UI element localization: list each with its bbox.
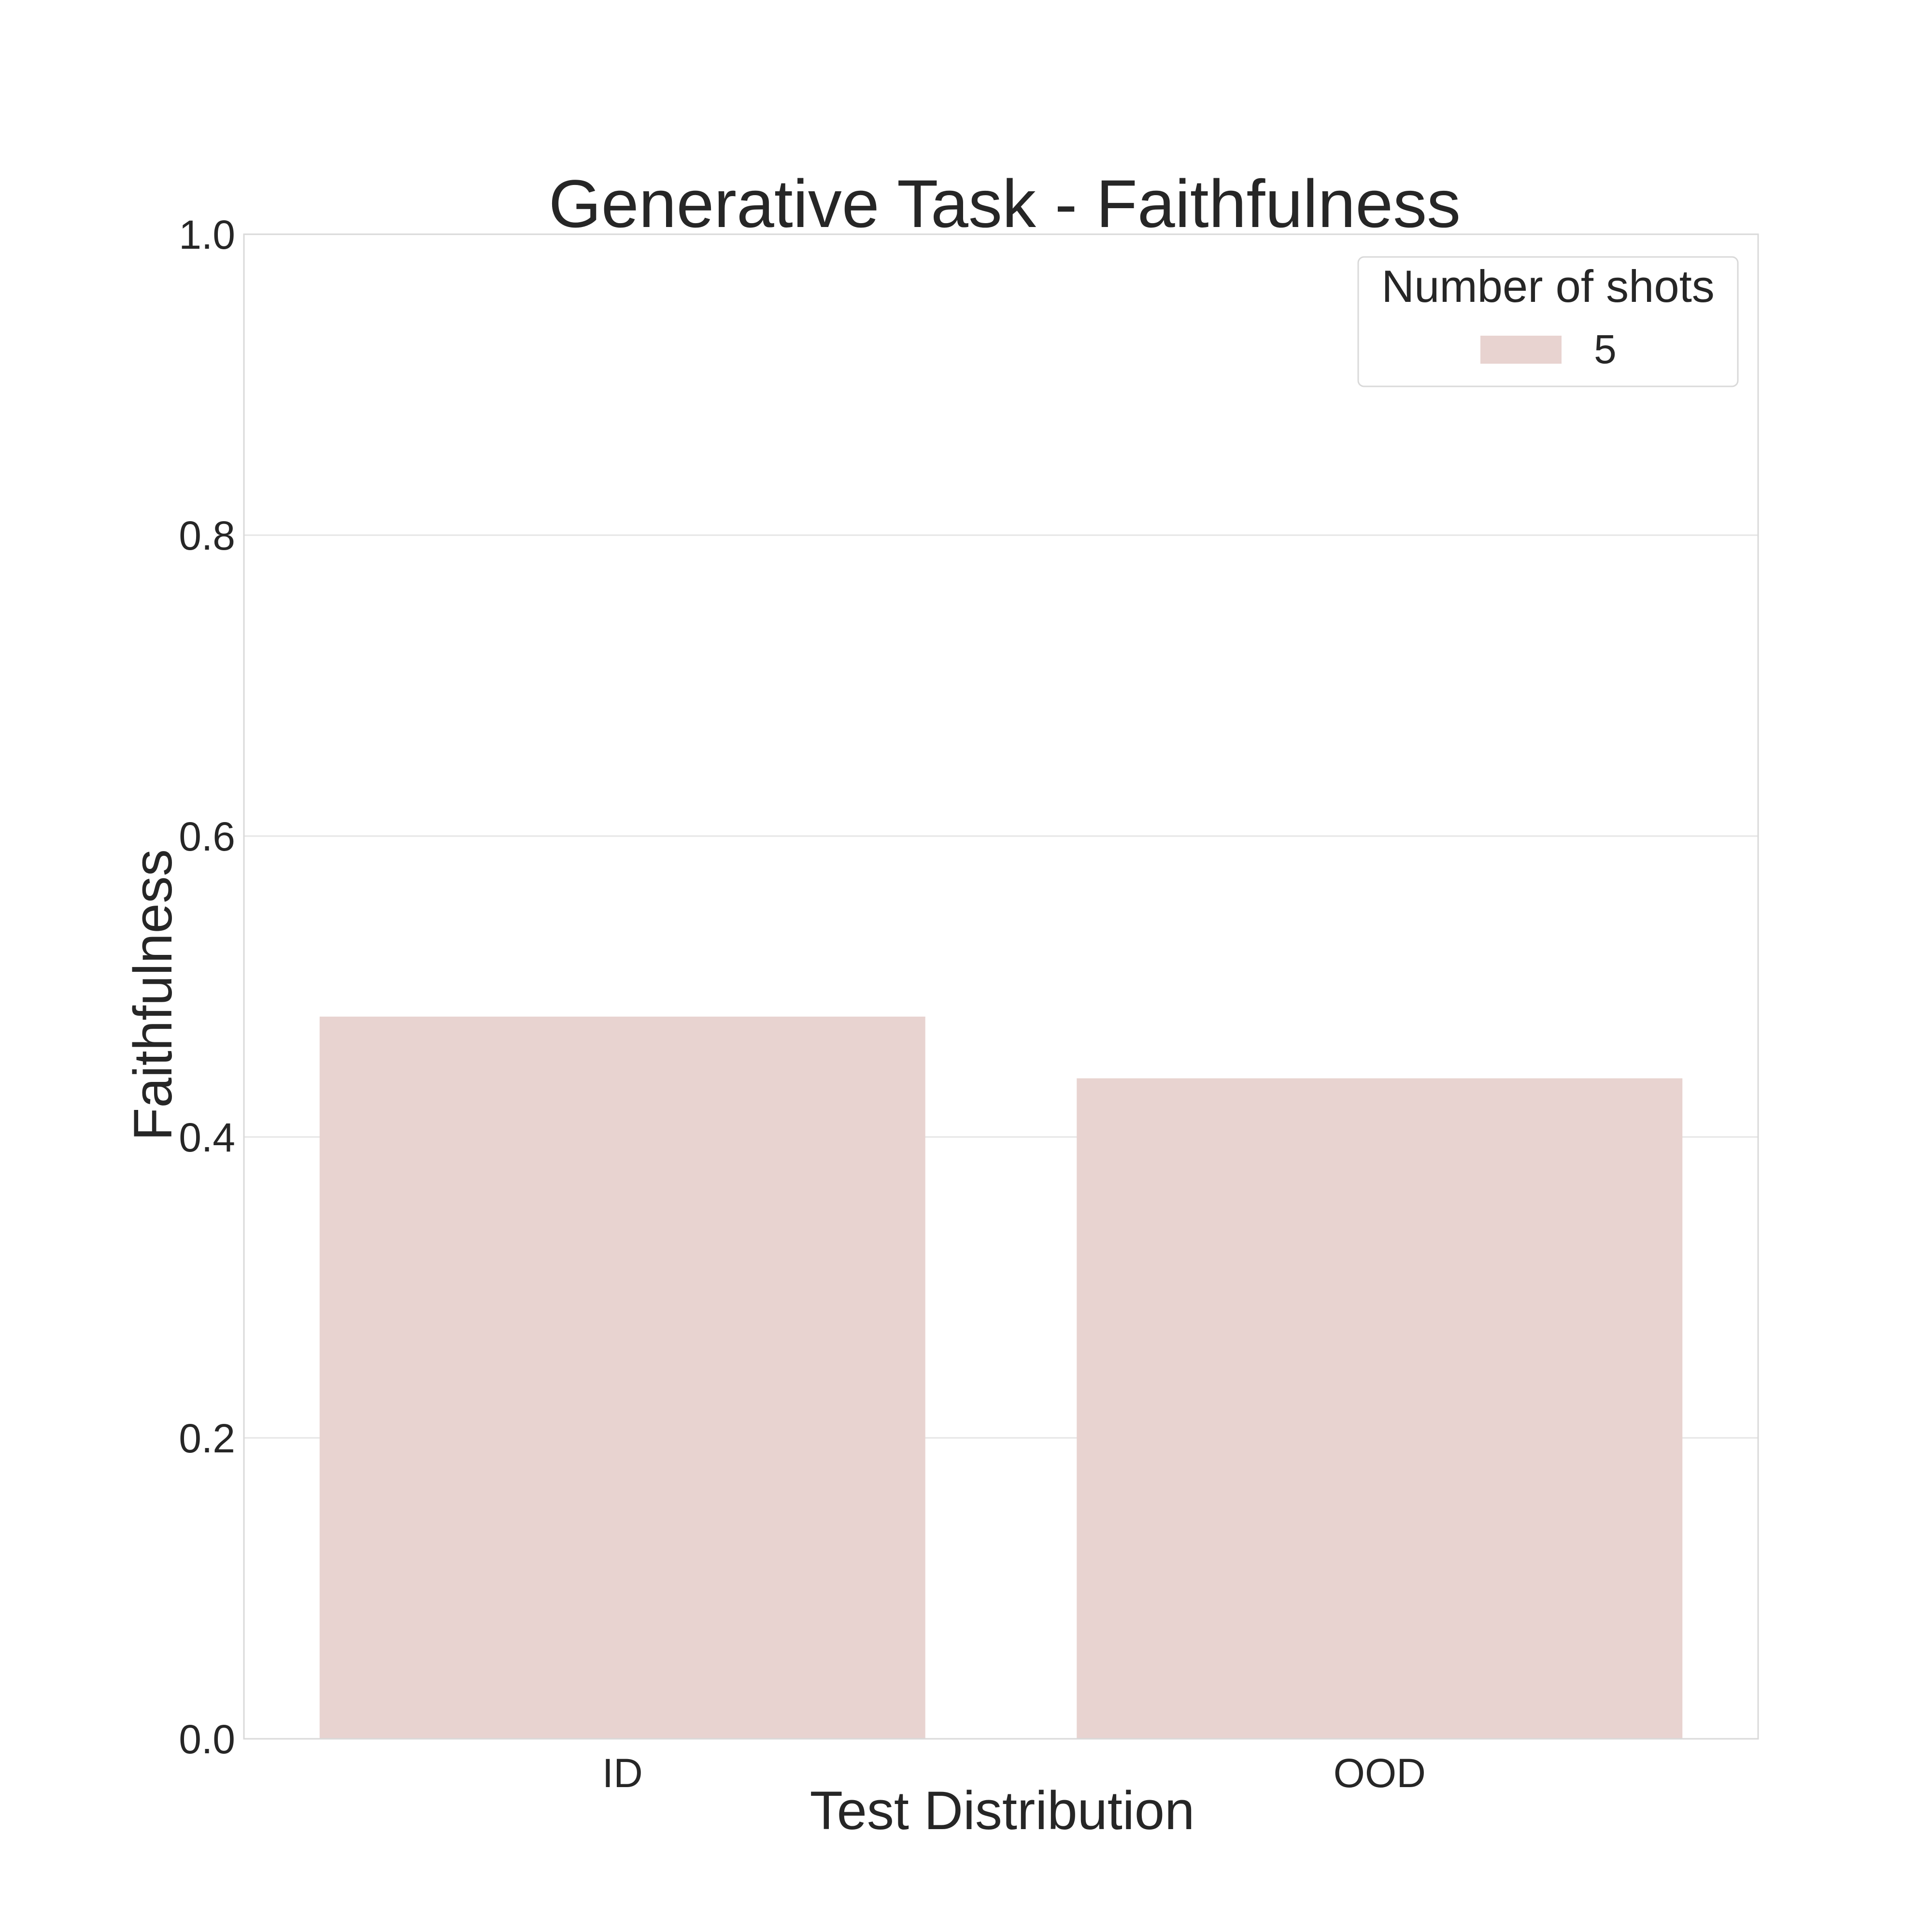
bar-ood bbox=[1077, 1078, 1683, 1739]
y-tick-label: 0.0 bbox=[179, 1717, 235, 1762]
y-tick-label: 0.8 bbox=[179, 513, 235, 558]
y-tick-label: 0.2 bbox=[179, 1416, 235, 1461]
y-tick-labels: 0.0 0.2 0.4 0.6 0.8 1.0 bbox=[179, 212, 235, 1762]
x-tick-label-id: ID bbox=[602, 1750, 643, 1796]
bars bbox=[319, 1016, 1683, 1739]
plot-frame bbox=[243, 233, 1759, 1740]
y-tick-label: 1.0 bbox=[179, 212, 235, 257]
y-tick-label: 0.6 bbox=[179, 814, 235, 859]
legend-swatch bbox=[1480, 336, 1562, 364]
x-axis-label: Test Distribution bbox=[810, 1780, 1195, 1841]
legend-title: Number of shots bbox=[1381, 261, 1715, 312]
legend: Number of shots 5 bbox=[1357, 256, 1739, 387]
x-tick-label-ood: OOD bbox=[1334, 1750, 1426, 1796]
legend-frame bbox=[1357, 256, 1739, 387]
chart-title: Generative Task - Faithfulness bbox=[549, 166, 1461, 242]
legend-label-5: 5 bbox=[1594, 327, 1617, 372]
y-tick-label: 0.4 bbox=[179, 1115, 235, 1160]
y-axis-label: Faithfulness bbox=[123, 849, 183, 1141]
x-tick-labels: ID OOD bbox=[602, 1750, 1426, 1796]
bar-id bbox=[319, 1016, 925, 1739]
